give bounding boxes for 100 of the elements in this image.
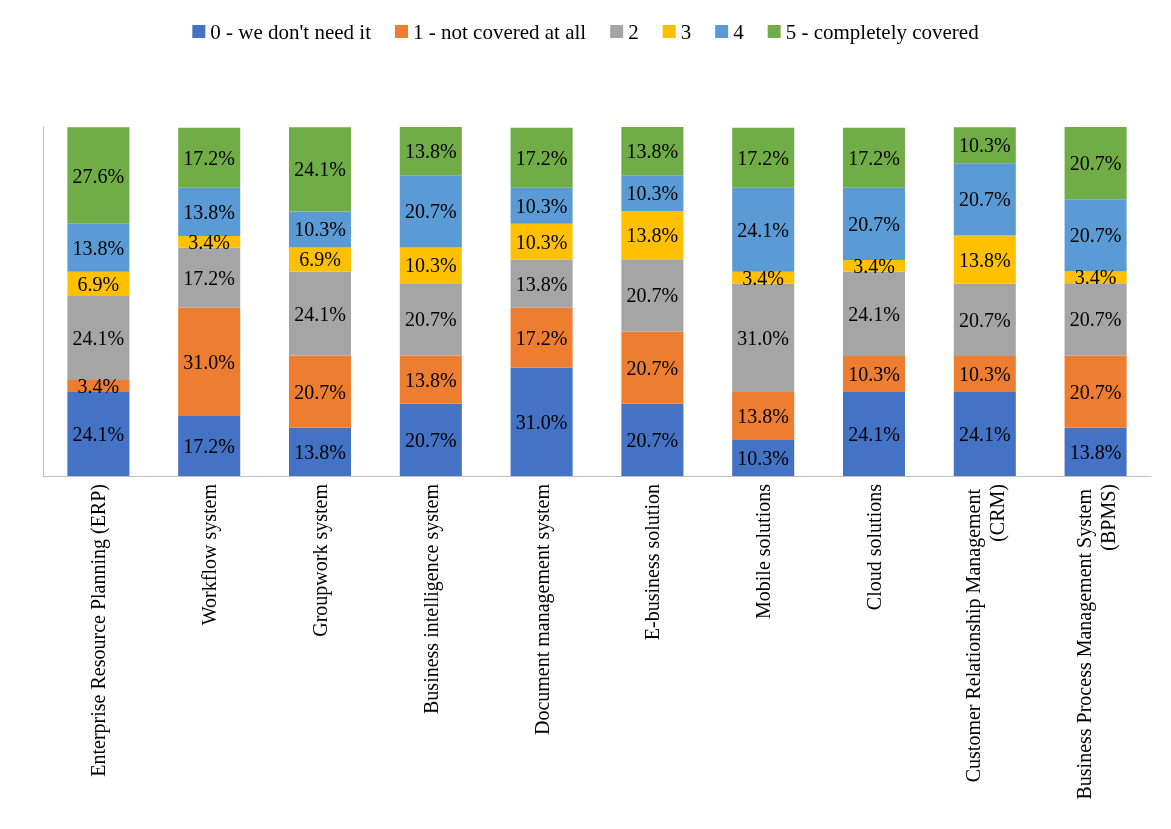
data-label: 17.2%: [515, 146, 568, 169]
bar: [621, 259, 684, 332]
data-label: 20.7%: [404, 428, 457, 451]
data-label: 13.8%: [404, 368, 457, 391]
data-label: 13.8%: [515, 272, 568, 295]
data-label: 20.7%: [1069, 308, 1122, 331]
data-label: 17.2%: [737, 146, 790, 169]
data-label: 10.3%: [626, 182, 679, 205]
x-tick-label: Workflow system: [198, 483, 222, 626]
bar: [178, 415, 241, 476]
bar: [732, 187, 795, 272]
bar: [732, 127, 795, 188]
data-label: 31.0%: [515, 410, 568, 433]
data-label: 13.8%: [737, 404, 790, 427]
data-label: 13.8%: [183, 200, 236, 223]
legend-label: 2: [628, 19, 639, 44]
data-label: 13.8%: [958, 248, 1011, 271]
data-label: 20.7%: [958, 308, 1011, 331]
legend-label: 4: [733, 19, 745, 44]
data-label: 10.3%: [848, 362, 900, 385]
data-label: 24.1%: [737, 218, 790, 241]
data-label: 10.3%: [294, 218, 346, 241]
bar: [178, 307, 241, 416]
data-label: 24.1%: [294, 158, 346, 181]
data-label: 3.4%: [742, 266, 785, 289]
data-label: 20.7%: [626, 428, 679, 451]
x-tick-label: Customer Relationship Management (CRM): [961, 484, 1009, 783]
data-label: 3.4%: [188, 230, 231, 253]
bar: [1064, 355, 1127, 428]
data-label: 24.1%: [72, 422, 125, 445]
data-label: 24.1%: [848, 422, 900, 445]
bar: [510, 367, 573, 476]
data-label: 10.3%: [958, 134, 1011, 157]
bar: [732, 283, 795, 392]
data-label: 17.2%: [515, 326, 568, 349]
data-label: 27.6%: [72, 164, 125, 187]
bar: [399, 175, 462, 248]
data-label: 13.8%: [626, 140, 679, 163]
bar: [67, 391, 130, 476]
data-label: 20.7%: [1069, 380, 1122, 403]
bar: [953, 283, 1016, 356]
x-tick-label: Enterprise Resource Planning (ERP): [87, 484, 111, 777]
legend-label: 3: [680, 19, 692, 44]
data-label: 13.8%: [626, 224, 679, 247]
bar: [288, 355, 352, 428]
data-label: 20.7%: [404, 200, 457, 223]
data-label: 20.7%: [294, 380, 346, 403]
bar: [67, 295, 130, 381]
data-label: 17.2%: [183, 266, 236, 289]
legend-label: 1 - not covered at all: [412, 19, 587, 44]
data-label: 6.9%: [299, 248, 341, 271]
data-label: 31.0%: [737, 326, 790, 349]
bar: [953, 391, 1016, 476]
data-label: 24.1%: [294, 302, 346, 325]
bar: [288, 271, 352, 356]
data-label: 24.1%: [848, 302, 900, 325]
x-tick-label: Business intelligence system: [419, 483, 443, 714]
data-label: 31.0%: [183, 350, 236, 373]
data-label: 3.4%: [1074, 266, 1117, 289]
data-label: 20.7%: [626, 284, 679, 307]
bar: [1064, 127, 1127, 200]
data-label: 20.7%: [626, 356, 679, 379]
x-tick-label: Cloud solutions: [863, 483, 885, 611]
data-label: 20.7%: [958, 188, 1011, 211]
data-label: 13.8%: [1069, 440, 1122, 463]
bar: [842, 271, 906, 356]
legend-label: 0 - we don't need it: [210, 19, 372, 44]
data-label: 17.2%: [183, 146, 236, 169]
data-label: 13.8%: [294, 440, 346, 463]
bar: [178, 247, 241, 308]
bar: [1064, 283, 1127, 356]
x-tick-label: E-business solution: [641, 484, 664, 641]
bar: [621, 403, 684, 476]
bar: [178, 127, 241, 188]
bar: [953, 163, 1016, 236]
bar: [842, 187, 906, 260]
data-label: 10.3%: [958, 362, 1011, 385]
data-label: 13.8%: [72, 236, 125, 259]
x-tick-label: Business Process Management System (BPMS): [1072, 484, 1120, 800]
data-label: 10.3%: [515, 230, 568, 253]
bar: [842, 391, 906, 476]
data-label: 20.7%: [848, 212, 900, 235]
x-tick-label: Document management system: [530, 483, 554, 736]
legend-label: 5 - completely covered: [785, 19, 980, 44]
bar: [67, 127, 130, 224]
bar: [510, 307, 573, 368]
data-label: 24.1%: [72, 326, 125, 349]
bar: [510, 127, 573, 188]
data-label: 10.3%: [404, 254, 457, 277]
bar: [1064, 199, 1127, 272]
data-label: 20.7%: [404, 308, 457, 331]
data-label: 10.3%: [515, 194, 568, 217]
x-tick-label: Mobile solutions: [752, 483, 775, 620]
data-label: 10.3%: [737, 447, 790, 470]
data-label: 6.9%: [77, 272, 120, 295]
data-label: 17.2%: [848, 146, 900, 169]
bar: [842, 127, 906, 188]
data-label: 24.1%: [958, 422, 1011, 445]
data-label: 20.7%: [1069, 152, 1122, 175]
bar: [288, 127, 352, 212]
